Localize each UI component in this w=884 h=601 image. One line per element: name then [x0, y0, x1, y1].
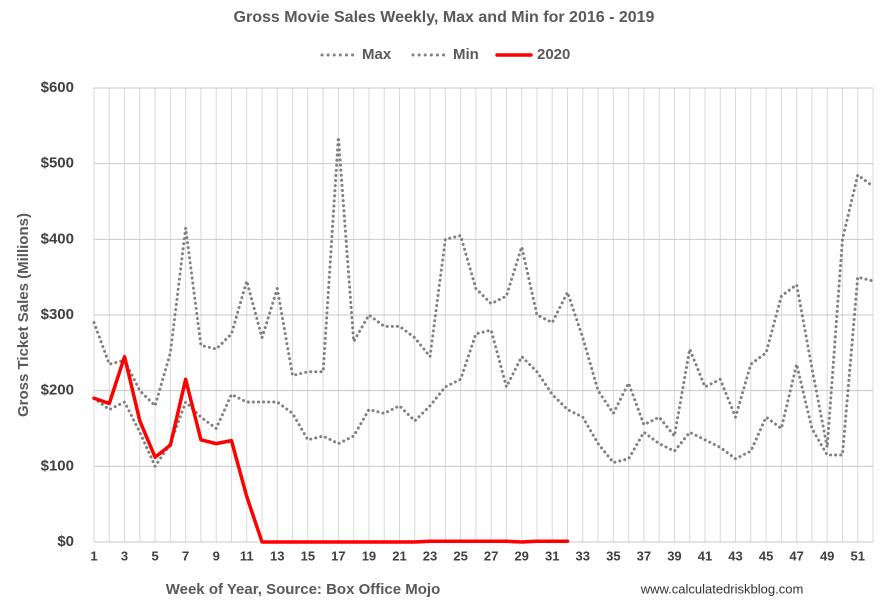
x-tick-label: 21: [392, 548, 406, 563]
source: www.calculatedriskblog.com: [640, 581, 804, 596]
x-tick-label: 49: [820, 548, 834, 563]
x-tick-label: 37: [637, 548, 651, 563]
y-tick-label: $400: [41, 230, 74, 247]
series-line: [92, 135, 875, 449]
x-tick-label: 39: [667, 548, 681, 563]
x-tick-label: 19: [362, 548, 376, 563]
y-tick-label: $100: [41, 457, 74, 474]
x-tick-label: 45: [759, 548, 773, 563]
legend-label: 2020: [537, 46, 570, 63]
y-tick-label: $600: [41, 79, 74, 96]
x-tick-label: 47: [789, 548, 803, 563]
x-tick-label: 1: [90, 548, 97, 563]
y-tick-label: $300: [41, 306, 74, 323]
y-tick-label: $200: [41, 382, 74, 399]
x-tick-label: 5: [151, 548, 158, 563]
x-tick-label: 33: [576, 548, 590, 563]
legend-label: Min: [453, 46, 479, 63]
x-tick-label: 27: [484, 548, 498, 563]
x-tick-label: 11: [240, 548, 254, 563]
x-tick-label: 13: [270, 548, 284, 563]
series-line: [92, 275, 875, 468]
x-tick-label: 17: [331, 548, 345, 563]
series-line: [92, 354, 570, 544]
x-tick-label: 41: [698, 548, 712, 563]
x-axis-label: Week of Year, Source: Box Office Mojo: [166, 581, 441, 598]
y-tick-label: $500: [41, 155, 74, 172]
x-tick-label: 31: [545, 548, 559, 563]
y-tick-label: $0: [57, 533, 74, 550]
x-tick-label: 23: [423, 548, 437, 563]
legend-label: Max: [362, 46, 392, 63]
y-axis-label: Gross Ticket Sales (Millions): [15, 213, 32, 417]
x-tick-label: 9: [213, 548, 220, 563]
x-tick-label: 3: [121, 548, 128, 563]
x-tick-label: 35: [606, 548, 620, 563]
x-tick-label: 7: [182, 548, 189, 563]
chart-title: Gross Movie Sales Weekly, Max and Min fo…: [234, 9, 655, 26]
x-tick-label: 25: [453, 548, 467, 563]
x-tick-label: 51: [850, 548, 864, 563]
x-tick-label: 15: [301, 548, 315, 563]
x-tick-label: 43: [728, 548, 742, 563]
x-tick-label: 29: [514, 548, 528, 563]
